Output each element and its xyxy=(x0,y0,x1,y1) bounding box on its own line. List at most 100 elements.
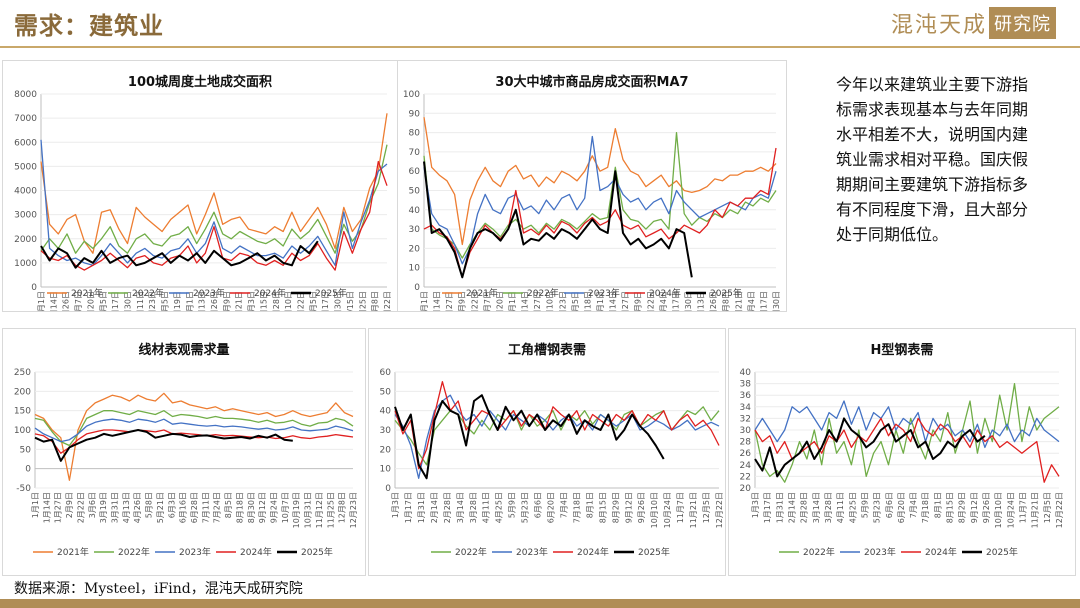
x-tick-label: 9月4日 xyxy=(659,291,668,311)
y-tick-label: 40 xyxy=(740,368,752,378)
x-tick-label: 7月18日 xyxy=(921,492,930,523)
x-tick-label: 12月8日 xyxy=(338,492,347,523)
y-tick-label: 24 xyxy=(740,461,752,471)
x-tick-label: 1月3日 xyxy=(391,492,400,518)
x-tick-label: 2月9日 xyxy=(458,291,467,311)
x-tick-label: 9月12日 xyxy=(970,492,979,523)
x-tick-label: 4月26日 xyxy=(133,492,142,523)
series-line-2024 xyxy=(423,147,777,278)
y-tick-label: 30 xyxy=(740,426,752,436)
series-line-2023 xyxy=(754,400,1060,449)
x-tick-label: 11月8日 xyxy=(722,291,731,311)
x-tick-label: 1月27日 xyxy=(54,492,63,523)
x-tick-label: 4月25日 xyxy=(495,492,504,523)
y-tick-label: 28 xyxy=(740,438,752,448)
x-tick-label: 1月17日 xyxy=(763,492,772,523)
x-tick-label: 1月14日 xyxy=(433,291,442,311)
legend-label: 2023年 xyxy=(193,287,225,299)
x-tick-label: 4月27日 xyxy=(533,291,542,311)
x-tick-label: 8月15日 xyxy=(259,291,268,311)
series-line-2025 xyxy=(423,161,693,279)
y-tick-label: 8000 xyxy=(14,90,37,100)
series-line-2023 xyxy=(34,418,354,443)
header-divider xyxy=(0,46,1080,48)
x-tick-label: 2月22日 xyxy=(76,492,85,523)
line-chart-section-steel: 0 10 20 30 40 50 60 1月3日 1月17日 1月31日 2月14日 2月28日 3月1… xyxy=(380,368,724,558)
y-tick-label: 0 xyxy=(414,283,420,293)
y-tick-label: 40 xyxy=(380,407,392,417)
y-tick-label: 10 xyxy=(380,465,392,475)
x-tick-label: 3月20日 xyxy=(495,291,504,311)
x-tick-label: 11月21日 xyxy=(734,291,743,311)
x-tick-label: 5月9日 xyxy=(860,492,869,518)
x-tick-label: 5月19日 xyxy=(173,291,182,311)
x-tick-label: 10月13日 xyxy=(697,291,706,311)
x-tick-label: 8月29日 xyxy=(958,492,967,523)
series-line-2025 xyxy=(754,417,986,478)
legend-item: 2022年 xyxy=(779,546,835,558)
x-tick-label: 2月22日 xyxy=(470,291,479,311)
data-source: 数据来源：Mysteel，iFind，混沌天成研究院 xyxy=(14,581,303,597)
chart-panel-h-beam: H型钢表需 20 22 24 26 28 30 32 34 36 38 40 1月3日 1月17日 1月3… xyxy=(728,328,1076,576)
x-tick-label: 12月22日 xyxy=(715,492,724,528)
y-tick-label: 0 xyxy=(31,283,37,293)
y-tick-label: 1000 xyxy=(14,259,37,269)
x-tick-label: 2月9日 xyxy=(65,492,74,518)
y-tick-label: 32 xyxy=(740,414,751,424)
legend-item: 2021年 xyxy=(442,287,498,299)
x-tick-label: 2月14日 xyxy=(430,492,439,523)
x-tick-label: 6月3日 xyxy=(167,492,176,518)
series-line-2023 xyxy=(394,394,720,479)
x-tick-label: 7月21日 xyxy=(235,291,244,311)
x-tick-label: 3月30日 xyxy=(124,291,133,311)
y-tick-label: 6000 xyxy=(14,138,37,148)
x-tick-label: 11月21日 xyxy=(1031,492,1040,528)
x-tick-label: 7月11日 xyxy=(201,492,210,523)
x-tick-label: 8月3日 xyxy=(247,291,256,311)
x-tick-label: 12月22日 xyxy=(383,291,392,311)
legend-item: 2024年 xyxy=(901,546,957,558)
series-line-2022 xyxy=(394,406,720,466)
x-tick-label: 6月20日 xyxy=(897,492,906,523)
x-tick-label: 10月5日 xyxy=(309,291,318,311)
series-line-2025 xyxy=(40,240,319,269)
y-tick-label: 4000 xyxy=(14,187,37,197)
y-tick-label: 20 xyxy=(380,445,392,455)
chart-title: 100城周度土地成交面积 xyxy=(127,75,273,90)
x-tick-label: 9月12日 xyxy=(258,492,267,523)
y-tick-label: 34 xyxy=(740,403,752,413)
x-tick-label: 10月26日 xyxy=(709,291,718,311)
x-tick-label: 4月14日 xyxy=(521,291,530,311)
legend-item: 2023年 xyxy=(492,546,548,558)
x-tick-label: 6月1日 xyxy=(185,291,194,311)
legend-item: 2024年 xyxy=(230,287,286,299)
x-tick-label: 10月31日 xyxy=(304,492,313,528)
legend-label: 2025年 xyxy=(638,546,670,558)
x-tick-label: 7月1日 xyxy=(596,291,605,311)
y-tick-label: 50 xyxy=(380,387,392,397)
y-tick-label: 200 xyxy=(14,387,31,397)
x-tick-label: 6月26日 xyxy=(210,291,219,311)
x-tick-label: 12月4日 xyxy=(747,291,756,311)
y-tick-label: 30 xyxy=(380,426,392,436)
x-tick-label: 1月3日 xyxy=(751,492,760,518)
x-tick-label: 8月15日 xyxy=(946,492,955,523)
x-tick-label: 7月24日 xyxy=(213,492,222,523)
x-tick-label: 10月17日 xyxy=(321,291,330,311)
chart-panel-section-steel: 工角槽钢表需 0 10 20 30 40 50 60 1月3日 1月17日 1月31日 2月14日 2… xyxy=(368,328,726,576)
x-tick-label: 5月23日 xyxy=(873,492,882,523)
legend-label: 2022年 xyxy=(455,546,487,558)
legend-label: 2022年 xyxy=(132,287,164,299)
legend-item: 2021年 xyxy=(47,287,103,299)
legend-label: 2022年 xyxy=(803,546,835,558)
legend-item: 2024年 xyxy=(553,546,609,558)
series-line-2024 xyxy=(394,381,720,470)
x-tick-label: 3月28日 xyxy=(469,492,478,523)
x-tick-label: 10月24日 xyxy=(663,492,672,528)
y-tick-label: 50 xyxy=(20,445,32,455)
x-tick-label: 9月10日 xyxy=(284,291,293,311)
series-line-2023 xyxy=(423,135,777,265)
y-tick-label: 100 xyxy=(403,90,420,100)
x-tick-label: 4月1日 xyxy=(508,291,517,311)
y-tick-label: 150 xyxy=(14,407,31,417)
